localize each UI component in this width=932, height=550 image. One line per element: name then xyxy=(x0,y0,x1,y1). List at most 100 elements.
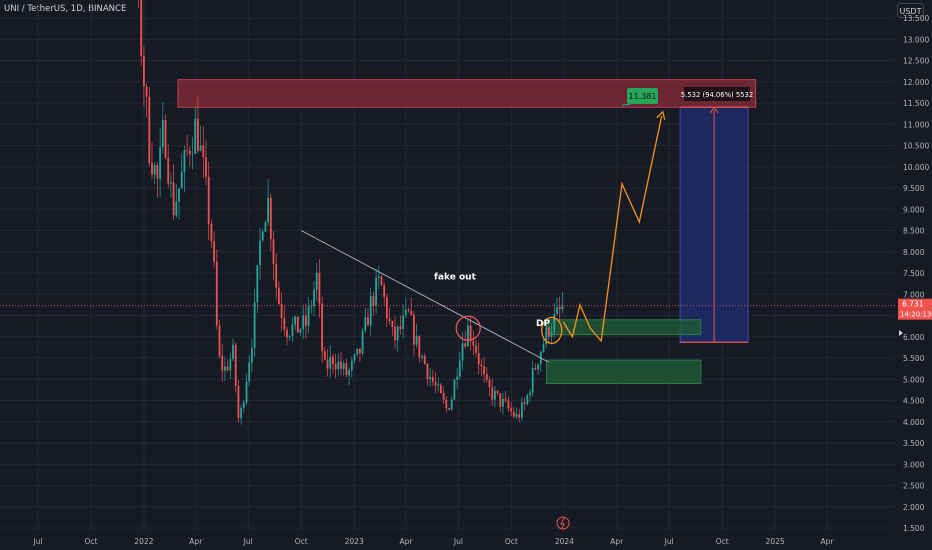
x-tick-label: Apr xyxy=(189,537,203,546)
y-tick-label: 8.500 xyxy=(903,227,925,236)
axis-marker-icon xyxy=(899,330,903,336)
x-tick-label: Jul xyxy=(32,537,42,546)
x-tick-label: Oct xyxy=(716,537,729,546)
fakeout-circle xyxy=(455,315,481,341)
candle-body xyxy=(458,360,461,377)
candle-body xyxy=(558,307,561,310)
candle-body xyxy=(242,402,245,408)
candle-body xyxy=(305,315,307,326)
candle-body xyxy=(234,344,237,386)
candle-body xyxy=(337,361,340,370)
y-tick-label: 2.500 xyxy=(903,482,925,491)
candle-body xyxy=(197,118,199,151)
candle-body xyxy=(415,335,418,345)
candle-body xyxy=(467,325,469,347)
candle-body xyxy=(226,366,229,371)
candle-body xyxy=(399,326,402,329)
candle-body xyxy=(294,316,297,325)
candle-body xyxy=(237,385,240,419)
x-tick-label: Apr xyxy=(400,537,414,546)
candle-body xyxy=(483,366,486,375)
candle-body xyxy=(345,363,348,376)
candle-body xyxy=(307,306,310,326)
candle-body xyxy=(453,379,456,400)
candle-body xyxy=(183,149,186,173)
x-tick-label: Oct xyxy=(505,537,518,546)
candle-body xyxy=(280,303,283,319)
candle-body xyxy=(145,86,148,97)
candle-body xyxy=(372,296,375,306)
candle-body xyxy=(323,351,326,360)
candle-body xyxy=(507,400,510,409)
candle-body xyxy=(442,392,445,400)
y-tick-label: 10.000 xyxy=(903,163,929,172)
candle-body xyxy=(313,289,315,306)
candle-body xyxy=(245,381,248,403)
candle-body xyxy=(445,399,448,409)
candle-body xyxy=(512,411,515,417)
candle-body xyxy=(448,408,450,410)
y-tick-label: 9.000 xyxy=(903,205,925,214)
candle-body xyxy=(477,352,480,365)
candle-body xyxy=(148,96,151,164)
candle-body xyxy=(388,318,391,322)
candle-body xyxy=(326,359,329,369)
annotation-label: DP xyxy=(536,319,550,329)
candle-body xyxy=(491,387,494,400)
candle-body xyxy=(531,368,534,393)
projection-arrow xyxy=(656,110,666,120)
target-arrow xyxy=(709,106,719,114)
candle-body xyxy=(437,384,440,386)
y-tick-label: 2.000 xyxy=(903,503,925,512)
candle-body xyxy=(156,165,159,179)
measure-label: 5.532 (94.06%) 5532 xyxy=(681,91,753,99)
candle-body xyxy=(267,197,270,223)
candle-body xyxy=(434,381,437,386)
measure-label-box xyxy=(684,87,750,101)
candle-body xyxy=(353,354,356,361)
candle-body xyxy=(369,296,372,326)
y-tick-label: 3.500 xyxy=(903,439,925,448)
countdown-label: 14:20:13 xyxy=(900,311,931,319)
candle-body xyxy=(423,355,426,364)
candle-body xyxy=(421,355,423,358)
y-tick-label: 6.000 xyxy=(903,333,925,342)
candle-body xyxy=(367,317,369,326)
candle-body xyxy=(377,276,380,278)
candle-body xyxy=(375,277,378,306)
candle-body xyxy=(550,331,553,338)
x-tick-label: Apr xyxy=(821,537,835,546)
currency-button[interactable]: USDT xyxy=(897,3,924,18)
candle-body xyxy=(523,402,526,404)
candle-body xyxy=(188,150,191,155)
candle-body xyxy=(240,407,243,419)
candle-body xyxy=(394,327,396,341)
candle-body xyxy=(334,364,337,370)
candle-body xyxy=(429,376,432,380)
candle-body xyxy=(229,359,232,371)
candle-body xyxy=(251,348,253,363)
candle-body xyxy=(475,345,477,353)
candle-body xyxy=(310,305,313,307)
y-tick-label: 5.500 xyxy=(903,354,925,363)
y-tick-label: 1.500 xyxy=(903,524,925,533)
candle-body xyxy=(494,390,496,400)
candle-body xyxy=(291,324,294,337)
target-label-pointer xyxy=(621,103,632,106)
candle-body xyxy=(418,335,421,358)
candle-body xyxy=(391,321,394,328)
candle-body xyxy=(299,328,302,333)
candle-body xyxy=(213,241,216,262)
x-tick-label: Jul xyxy=(664,537,674,546)
demand-zone-lower xyxy=(546,359,702,384)
candle-body xyxy=(496,390,499,394)
candle-body xyxy=(340,361,342,369)
candle-body xyxy=(248,362,251,382)
y-tick-label: 7.000 xyxy=(903,290,925,299)
lightning-icon xyxy=(556,516,570,530)
candle-body xyxy=(199,145,202,151)
y-tick-label: 3.000 xyxy=(903,460,925,469)
candle-body xyxy=(356,348,359,355)
candle-body xyxy=(321,303,324,352)
